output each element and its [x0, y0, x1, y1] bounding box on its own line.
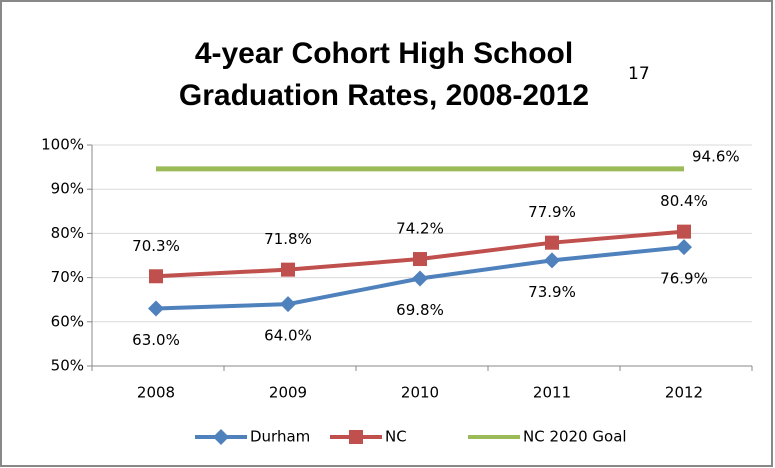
x-tick-label: 2012 — [665, 384, 703, 402]
marker — [280, 296, 296, 313]
data-label: 80.4% — [660, 192, 708, 210]
data-label: 71.8% — [264, 230, 312, 248]
y-tick-label: 100% — [41, 136, 84, 154]
x-tick-label: 2011 — [533, 384, 571, 402]
marker — [148, 300, 164, 317]
title-note: 17 — [628, 64, 650, 84]
marker — [545, 235, 559, 250]
y-tick-label: 90% — [51, 180, 84, 198]
y-tick-label: 50% — [51, 357, 84, 375]
data-label: 77.9% — [528, 203, 576, 221]
chart-title: Graduation Rates, 2008-2012 — [179, 79, 589, 112]
y-tick-label: 70% — [51, 268, 84, 286]
legend-label: NC 2020 Goal — [523, 428, 627, 446]
data-label: 69.8% — [396, 301, 444, 319]
marker — [413, 252, 427, 267]
x-tick-label: 2009 — [269, 384, 307, 402]
y-tick-label: 80% — [51, 224, 84, 242]
chart-title: 4-year Cohort High School — [195, 37, 573, 70]
marker — [281, 262, 295, 277]
legend-label: Durham — [250, 428, 310, 446]
data-label: 73.9% — [528, 283, 576, 301]
marker — [213, 429, 229, 445]
data-label: 94.6% — [692, 147, 740, 165]
marker — [412, 270, 428, 287]
marker — [349, 430, 363, 444]
data-label: 64.0% — [264, 327, 312, 345]
legend-label: NC — [385, 428, 407, 446]
data-label: 74.2% — [396, 220, 444, 238]
marker — [676, 239, 692, 256]
x-tick-label: 2010 — [401, 384, 439, 402]
y-tick-label: 60% — [51, 312, 84, 330]
marker — [149, 269, 163, 284]
marker — [677, 224, 691, 239]
data-label: 76.9% — [660, 270, 708, 288]
data-label: 70.3% — [132, 237, 180, 255]
marker — [544, 252, 560, 269]
data-label: 63.0% — [132, 331, 180, 349]
x-tick-label: 2008 — [137, 384, 175, 402]
